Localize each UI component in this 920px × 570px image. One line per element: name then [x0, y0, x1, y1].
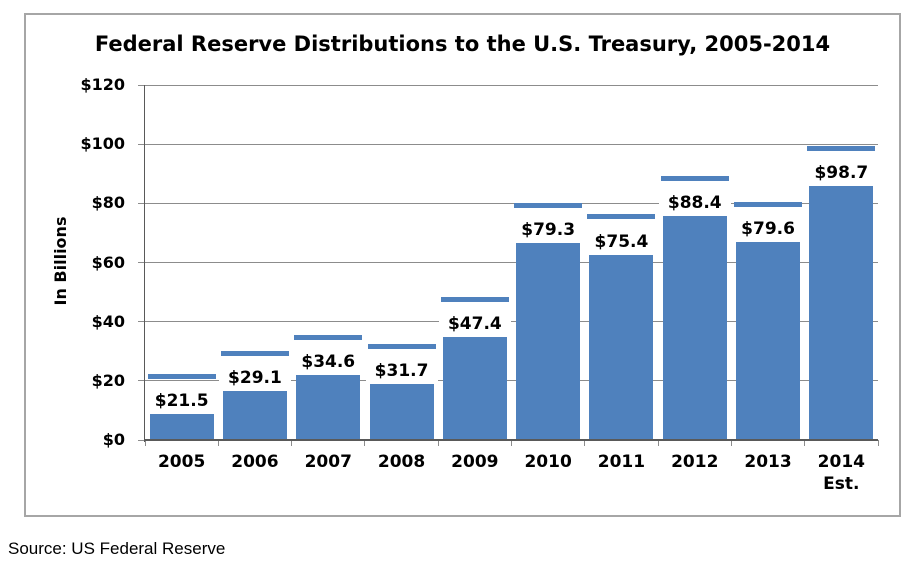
- y-tick-mark-60: [138, 262, 145, 263]
- dash-marker-2012: [660, 176, 729, 181]
- x-category-label-2009: 2009: [451, 452, 499, 472]
- value-label-2008: $31.7: [365, 359, 438, 382]
- dash-marker-2008: [367, 344, 436, 349]
- bar-2009: [442, 337, 507, 440]
- value-label-2014: $98.7: [805, 161, 878, 184]
- value-label-2010: $79.3: [512, 218, 585, 241]
- value-label-2011: $75.4: [585, 230, 658, 253]
- gridline-100: [145, 143, 878, 145]
- x-category-label-2006: 2006: [231, 452, 279, 472]
- x-category-label-2005: 2005: [157, 452, 206, 472]
- y-tick-label-0: $0: [102, 430, 125, 449]
- dash-marker-2006: [220, 351, 289, 356]
- bar-2013: [736, 242, 801, 440]
- value-label-2013: $79.6: [732, 218, 805, 241]
- x-tick-mark-10: [877, 440, 879, 446]
- x-tick-mark-5: [511, 440, 512, 446]
- x-tick-mark-9: [804, 440, 806, 446]
- x-category-label-2010: 2010: [524, 452, 572, 472]
- value-label-2012: $88.4: [658, 192, 731, 215]
- x-tick-mark-2: [291, 440, 293, 446]
- x-category-label-2013: 2013: [744, 452, 792, 472]
- bar-2012: [662, 216, 727, 440]
- source-note: Source: US Federal Reserve: [8, 539, 226, 558]
- y-tick-mark-0: [138, 439, 145, 441]
- x-tick-mark-0: [144, 440, 146, 446]
- chart-title: Federal Reserve Distributions to the U.S…: [94, 32, 831, 56]
- x-category-label-2014: 2014: [817, 452, 865, 472]
- gridline-80: [145, 202, 878, 204]
- value-label-2006: $29.1: [218, 367, 291, 390]
- dash-marker-2010: [514, 203, 583, 208]
- bar-2005: [149, 413, 214, 440]
- bar-2008: [369, 383, 434, 440]
- bar-2011: [589, 254, 654, 440]
- y-tick-label-40: $40: [91, 311, 125, 331]
- bar-2014: [809, 185, 874, 440]
- x-axis-line: [144, 439, 878, 441]
- gridline-120: [145, 84, 878, 86]
- x-category-sublabel-2014: Est.: [823, 474, 860, 494]
- dash-marker-2005: [147, 374, 216, 379]
- x-category-label-2012: 2012: [671, 452, 719, 472]
- x-tick-mark-1: [217, 440, 219, 446]
- x-tick-mark-4: [437, 440, 439, 446]
- x-tick-mark-3: [364, 440, 366, 446]
- value-label-2005: $21.5: [145, 389, 218, 412]
- y-tick-label-100: $100: [80, 134, 125, 154]
- value-label-2009: $47.4: [438, 313, 511, 336]
- x-category-label-2007: 2007: [304, 452, 352, 472]
- gridline-40: [145, 321, 878, 323]
- y-tick-label-120: $120: [80, 75, 125, 94]
- bar-2006: [222, 391, 287, 440]
- y-tick-label-20: $20: [91, 370, 125, 390]
- value-label-2007: $34.6: [292, 351, 365, 374]
- y-tick-mark-40: [138, 321, 145, 323]
- dash-marker-2014: [807, 146, 876, 151]
- gridline-20: [145, 380, 878, 382]
- x-tick-mark-6: [584, 440, 586, 446]
- dash-marker-2013: [734, 202, 803, 207]
- dash-marker-2009: [440, 297, 509, 302]
- y-tick-mark-20: [138, 380, 145, 382]
- bar-2010: [516, 242, 581, 440]
- dash-marker-2007: [294, 335, 363, 340]
- y-tick-mark-120: [138, 84, 145, 86]
- x-tick-mark-8: [730, 440, 732, 446]
- gridline-60: [145, 262, 878, 263]
- x-tick-mark-7: [657, 440, 659, 446]
- dash-marker-2011: [587, 214, 656, 219]
- y-tick-mark-80: [138, 202, 145, 204]
- y-axis-line: [144, 85, 145, 442]
- y-tick-label-60: $60: [91, 252, 125, 272]
- y-tick-label-80: $80: [91, 193, 125, 213]
- y-tick-mark-100: [138, 143, 145, 145]
- x-category-label-2011: 2011: [597, 452, 646, 472]
- bar-2007: [296, 375, 361, 440]
- x-category-label-2008: 2008: [377, 452, 426, 472]
